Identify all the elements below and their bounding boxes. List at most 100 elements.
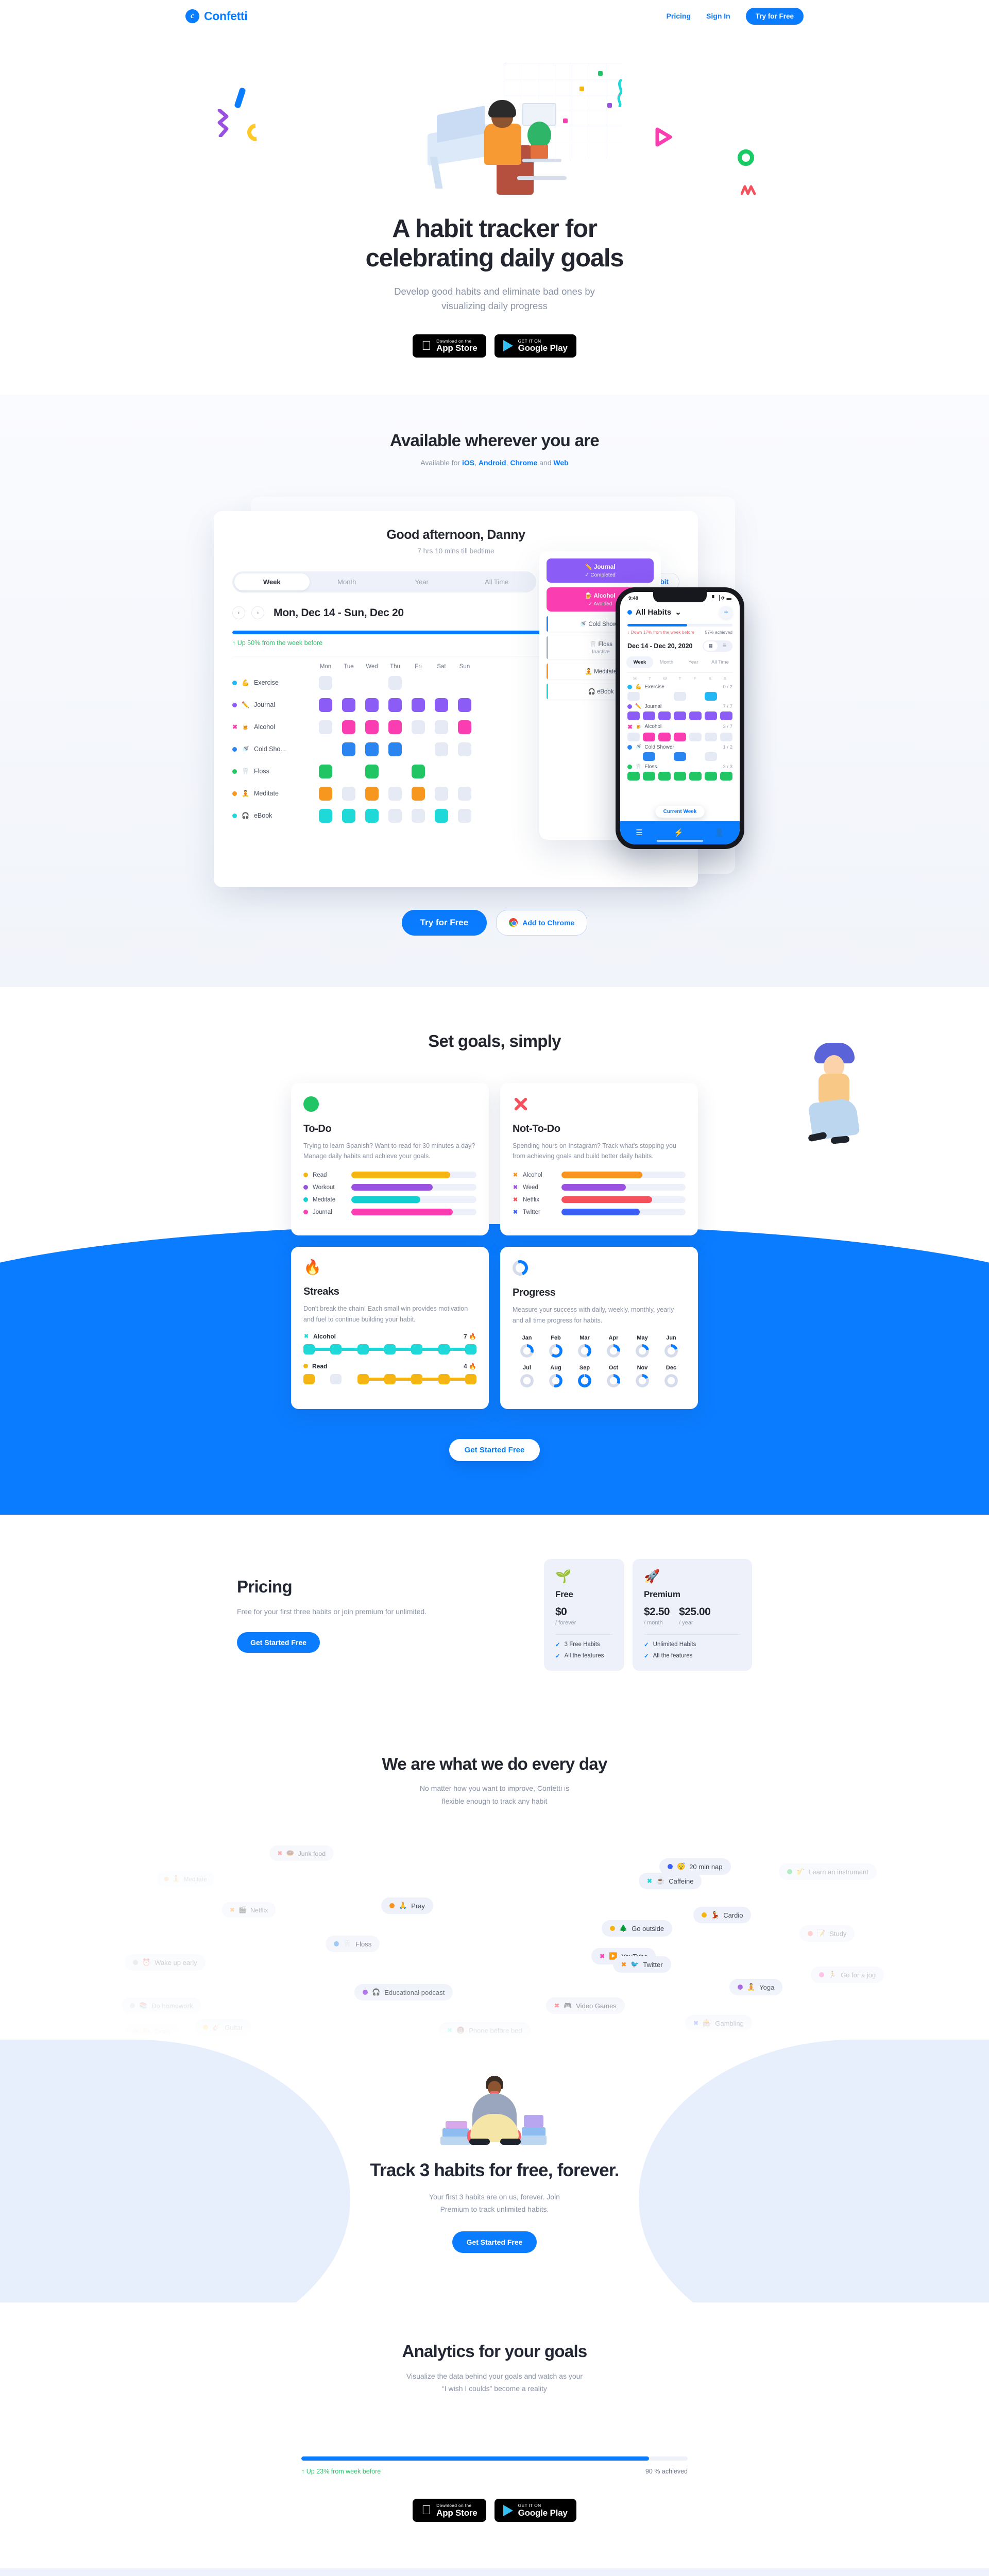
habit-tag[interactable]: 🎧 Educational podcast [354, 1984, 453, 2001]
habit-row[interactable]: 🎧eBook3 / 7 [232, 805, 679, 827]
habit-cell[interactable] [705, 711, 717, 720]
habit-cell[interactable] [627, 752, 640, 761]
prev-week-button[interactable]: ‹ [232, 606, 245, 620]
habit-cell[interactable] [674, 691, 686, 701]
habit-tag[interactable]: 🎸 Guitar [195, 2019, 251, 2036]
platform-web-link[interactable]: Web [553, 458, 569, 467]
app-period-tabs[interactable]: Week Month Year All Time [232, 571, 536, 592]
phone-habit-row[interactable]: 🚿 Cold Shower 1 / 2 [627, 744, 732, 761]
habit-cell[interactable] [388, 675, 402, 690]
habit-cell[interactable] [627, 771, 640, 781]
app-tab-week[interactable]: Week [234, 573, 310, 590]
habit-tag[interactable]: ✖ 🎰 Gambling [685, 2015, 752, 2032]
habit-cell[interactable] [342, 765, 355, 778]
habit-tag[interactable]: ⏰ Wake up early [125, 1954, 206, 1971]
habit-tag[interactable]: 🧘 Meditate [157, 1871, 214, 1887]
habit-cell[interactable] [674, 732, 686, 741]
habit-tag[interactable]: ✖ 🎮 Video Games [546, 1997, 625, 2014]
habit-cell[interactable] [674, 752, 686, 761]
habit-cell[interactable] [365, 808, 379, 823]
phone-habit-row[interactable]: ✏️ Journal 7 / 7 [627, 704, 732, 720]
habit-cell[interactable] [319, 808, 332, 823]
habit-cell[interactable] [365, 676, 379, 690]
habit-cell[interactable] [674, 771, 686, 781]
try-free-button[interactable]: Try for Free [401, 909, 487, 936]
habit-tag[interactable]: 🌲 Go outside [602, 1920, 673, 1937]
side-habit-card[interactable]: ✏️ Journal ✓ Completed [547, 558, 654, 583]
habit-tag[interactable]: ✖ 🐦 Twitter [613, 1956, 671, 1973]
habit-cell[interactable] [643, 752, 655, 761]
habit-cell[interactable] [365, 698, 379, 712]
habit-cell[interactable] [435, 698, 448, 712]
phone-habit-row[interactable]: 💪 Exercise 0 / 2 [627, 684, 732, 701]
habit-cell[interactable] [435, 676, 448, 690]
habit-cell[interactable] [627, 732, 640, 741]
phone-list-tab-icon[interactable]: ☰ [636, 828, 643, 838]
habit-cell[interactable] [689, 692, 702, 701]
habit-tag[interactable]: 🎨 Draw [125, 2023, 179, 2040]
habit-cell[interactable] [319, 675, 332, 690]
habit-cell[interactable] [388, 742, 402, 756]
habit-cell[interactable] [412, 742, 425, 756]
app-tab-all-time[interactable]: All Time [485, 578, 509, 586]
habit-cell[interactable] [705, 732, 717, 741]
habit-cell[interactable] [458, 765, 471, 778]
habit-cell[interactable] [720, 771, 732, 781]
habit-cell[interactable] [705, 691, 717, 701]
habit-cell[interactable] [705, 771, 717, 781]
analytics-google-play-badge[interactable]: GET IT ON Google Play [494, 2499, 576, 2522]
habit-cell[interactable] [458, 808, 471, 823]
habit-cell[interactable] [435, 786, 448, 801]
habit-cell[interactable] [388, 765, 402, 778]
habit-cell[interactable] [412, 786, 425, 801]
habit-cell[interactable] [658, 732, 671, 741]
habit-tag[interactable]: 🏃 Go for a jog [811, 1967, 884, 1984]
habit-cell[interactable] [643, 771, 655, 781]
habit-cell[interactable] [643, 711, 655, 720]
habit-cell[interactable] [319, 786, 332, 801]
plan-card-premium[interactable]: 🚀 Premium $2.50/ month $25.00/ year ✓ Unlimit… [633, 1558, 752, 1671]
habit-cell[interactable] [412, 764, 425, 778]
habit-cell[interactable] [412, 676, 425, 690]
habit-cell[interactable] [674, 711, 686, 720]
habit-cell[interactable] [689, 752, 702, 761]
habit-cell[interactable] [435, 808, 448, 823]
habit-cell[interactable] [412, 720, 425, 734]
add-to-chrome-button[interactable]: Add to Chrome [496, 909, 588, 936]
habit-cell[interactable] [689, 711, 702, 720]
platform-ios-link[interactable]: iOS [462, 458, 475, 467]
phone-tab-bar[interactable]: ☰ ⚡ 👤 [620, 821, 740, 844]
habit-cell[interactable] [720, 711, 732, 720]
habit-cell[interactable] [342, 676, 355, 690]
platform-android-link[interactable]: Android [478, 458, 506, 467]
analytics-app-store-badge[interactable]:  Download on the App Store [413, 2499, 486, 2522]
google-play-badge[interactable]: GET IT ON Google Play [494, 334, 576, 358]
habit-tag[interactable]: ✖ 📵 Phone before bed [439, 2022, 531, 2039]
habit-cell[interactable] [720, 752, 732, 761]
brand-logo[interactable]: c Confetti [185, 9, 248, 23]
phone-period-tabs[interactable]: Week Month Year All Time [626, 656, 734, 668]
habit-tag[interactable]: 🙏 Pray [381, 1897, 433, 1914]
habit-cell[interactable] [435, 720, 448, 734]
phone-profile-tab-icon[interactable]: 👤 [714, 828, 724, 838]
nav-signin[interactable]: Sign In [706, 12, 730, 20]
habit-cell[interactable] [705, 752, 717, 761]
habit-cell[interactable] [342, 786, 355, 801]
phone-tab-all-time[interactable]: All Time [711, 659, 729, 665]
habit-cell[interactable] [365, 742, 379, 756]
habit-cell[interactable] [388, 808, 402, 823]
habit-cell[interactable] [720, 692, 732, 701]
habit-cell[interactable] [342, 698, 355, 712]
habit-cell[interactable] [689, 732, 702, 741]
phone-view-toggle[interactable]: ▦ ☰ [703, 640, 732, 652]
habit-cell[interactable] [412, 698, 425, 712]
habit-cell[interactable] [627, 711, 640, 720]
habit-cell[interactable] [458, 676, 471, 690]
habit-cell[interactable] [412, 808, 425, 823]
habit-cell[interactable] [365, 764, 379, 778]
habit-cell[interactable] [435, 765, 448, 778]
habit-cell[interactable] [627, 691, 640, 701]
habit-row[interactable]: 🚿Cold Sho...1 / 2 [232, 738, 679, 760]
habit-cell[interactable] [720, 732, 732, 741]
habit-cell[interactable] [319, 720, 332, 734]
